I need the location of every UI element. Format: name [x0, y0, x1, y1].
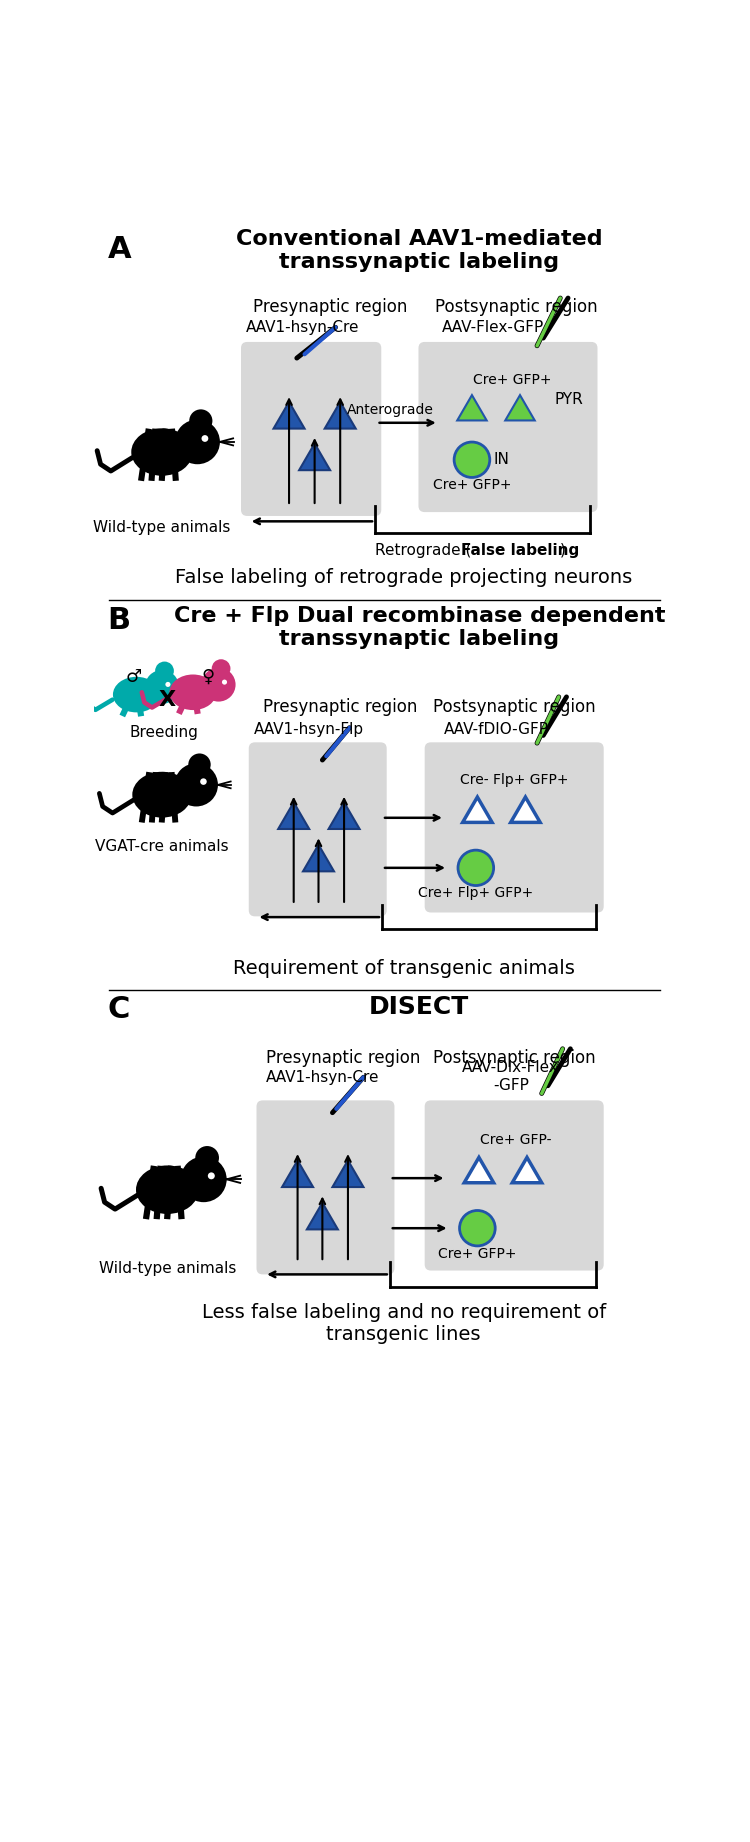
Text: Requirement of transgenic animals: Requirement of transgenic animals — [232, 958, 574, 978]
Polygon shape — [274, 402, 304, 429]
Polygon shape — [307, 1203, 338, 1229]
Text: Postsynaptic region: Postsynaptic region — [433, 1048, 596, 1067]
Text: Retrograde (: Retrograde ( — [375, 543, 472, 558]
Circle shape — [202, 435, 208, 442]
Ellipse shape — [132, 772, 191, 818]
Text: Postsynaptic region: Postsynaptic region — [435, 298, 598, 317]
Text: X: X — [159, 691, 176, 709]
Text: ♂: ♂ — [126, 669, 142, 685]
Circle shape — [175, 420, 220, 464]
Polygon shape — [282, 1160, 313, 1186]
Polygon shape — [303, 845, 334, 871]
Text: Cre+ GFP+: Cre+ GFP+ — [433, 479, 512, 492]
Text: Wild-type animals: Wild-type animals — [93, 519, 231, 534]
Polygon shape — [325, 402, 356, 429]
Text: AAV-Dlx-Flex
-GFP: AAV-Dlx-Flex -GFP — [462, 1061, 560, 1092]
Text: Anterograde: Anterograde — [347, 403, 434, 418]
Text: PYR: PYR — [555, 392, 584, 407]
Text: AAV-fDIO-GFP: AAV-fDIO-GFP — [444, 722, 549, 737]
Text: Cre- Flp+ GFP+: Cre- Flp+ GFP+ — [460, 774, 568, 787]
FancyBboxPatch shape — [424, 1100, 604, 1271]
Polygon shape — [328, 803, 359, 829]
Circle shape — [454, 442, 490, 477]
Text: Presynaptic region: Presynaptic region — [266, 1048, 421, 1067]
Text: ): ) — [560, 543, 566, 558]
Text: A: A — [108, 236, 131, 263]
FancyBboxPatch shape — [249, 742, 387, 915]
Circle shape — [189, 409, 212, 433]
Circle shape — [200, 779, 207, 785]
Circle shape — [145, 670, 179, 704]
FancyBboxPatch shape — [241, 343, 381, 516]
Circle shape — [175, 763, 218, 807]
Polygon shape — [511, 798, 540, 822]
Ellipse shape — [131, 429, 193, 475]
Text: Cre+ GFP+: Cre+ GFP+ — [473, 372, 551, 387]
Text: IN: IN — [494, 453, 509, 468]
Polygon shape — [299, 444, 330, 470]
Circle shape — [458, 851, 494, 886]
Circle shape — [222, 680, 227, 685]
Circle shape — [188, 753, 211, 775]
FancyBboxPatch shape — [419, 343, 598, 512]
Polygon shape — [463, 798, 492, 822]
Circle shape — [211, 659, 230, 678]
Ellipse shape — [113, 676, 160, 713]
Text: B: B — [108, 606, 130, 635]
Text: VGAT-cre animals: VGAT-cre animals — [95, 838, 229, 853]
Text: Cre+ Flp+ GFP+: Cre+ Flp+ GFP+ — [419, 886, 533, 901]
Text: AAV1-hsyn-Flp: AAV1-hsyn-Flp — [254, 722, 364, 737]
FancyBboxPatch shape — [256, 1100, 394, 1275]
Text: False labeling: False labeling — [461, 543, 579, 558]
Circle shape — [208, 1172, 214, 1179]
Text: Cre+ GFP-: Cre+ GFP- — [480, 1133, 552, 1148]
Text: Cre + Flp Dual recombinase dependent
transsynaptic labeling: Cre + Flp Dual recombinase dependent tra… — [173, 606, 665, 648]
Polygon shape — [458, 394, 487, 420]
Polygon shape — [512, 1157, 542, 1183]
Text: Less false labeling and no requirement of
transgenic lines: Less false labeling and no requirement o… — [202, 1302, 606, 1345]
Text: ♀: ♀ — [202, 669, 215, 685]
Text: AAV-Flex-GFP: AAV-Flex-GFP — [442, 321, 544, 335]
Text: Conventional AAV1-mediated
transsynaptic labeling: Conventional AAV1-mediated transsynaptic… — [236, 228, 602, 273]
Circle shape — [460, 1210, 495, 1245]
Text: Wild-type animals: Wild-type animals — [99, 1260, 236, 1275]
Text: Breeding: Breeding — [129, 726, 198, 740]
Polygon shape — [506, 394, 535, 420]
Circle shape — [195, 1146, 219, 1170]
Text: Cre+ GFP+: Cre+ GFP+ — [438, 1247, 517, 1260]
Circle shape — [165, 682, 170, 687]
Ellipse shape — [170, 674, 217, 709]
Polygon shape — [278, 803, 309, 829]
Text: C: C — [108, 995, 130, 1024]
Text: False labeling of retrograde projecting neurons: False labeling of retrograde projecting … — [175, 567, 632, 586]
Text: Postsynaptic region: Postsynaptic region — [433, 698, 596, 717]
Circle shape — [155, 661, 174, 680]
Text: Presynaptic region: Presynaptic region — [263, 698, 418, 717]
Text: AAV1-hsyn-Cre: AAV1-hsyn-Cre — [246, 321, 360, 335]
FancyBboxPatch shape — [424, 742, 604, 912]
Circle shape — [181, 1157, 226, 1203]
Polygon shape — [464, 1157, 494, 1183]
Text: DISECT: DISECT — [369, 995, 470, 1019]
Polygon shape — [332, 1160, 364, 1186]
Circle shape — [202, 667, 236, 702]
Text: Presynaptic region: Presynaptic region — [253, 298, 407, 317]
Ellipse shape — [136, 1166, 199, 1214]
Text: AAV1-hsyn-Cre: AAV1-hsyn-Cre — [266, 1070, 379, 1085]
